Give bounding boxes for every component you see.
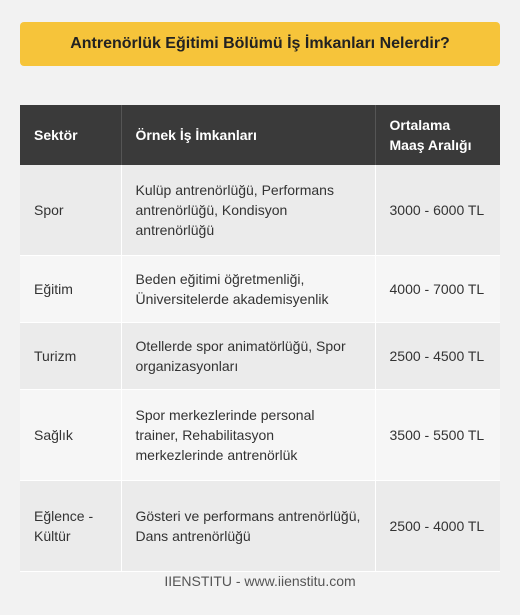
table-row: Eğlence - Kültür Gösteri ve performans a…: [20, 480, 500, 572]
jobs-table: Sektör Örnek İş İmkanları Ortalama Maaş …: [20, 105, 500, 572]
jobs-cell: Otellerde spor animatörlüğü, Spor organi…: [121, 322, 376, 390]
page-title: Antrenörlük Eğitimi Bölümü İş İmkanları …: [20, 22, 500, 66]
salary-cell: 3500 - 5500 TL: [375, 389, 500, 481]
salary-cell: 3000 - 6000 TL: [375, 165, 500, 256]
sector-cell: Turizm: [20, 322, 122, 390]
header-jobs: Örnek İş İmkanları: [121, 105, 376, 165]
table-row: Sağlık Spor merkezlerinde personal train…: [20, 389, 500, 481]
jobs-cell: Spor merkezlerinde personal trainer, Reh…: [121, 389, 376, 481]
table-row: Spor Kulüp antrenörlüğü, Performans antr…: [20, 165, 500, 256]
salary-cell: 4000 - 7000 TL: [375, 255, 500, 323]
header-sector: Sektör: [20, 105, 122, 165]
header-salary: Ortalama Maaş Aralığı: [375, 105, 500, 165]
sector-cell: Sağlık: [20, 389, 122, 481]
sector-cell: Eğlence - Kültür: [20, 480, 122, 572]
table-header-row: Sektör Örnek İş İmkanları Ortalama Maaş …: [20, 105, 500, 165]
footer-credit: IIENSTITU - www.iienstitu.com: [164, 573, 356, 589]
salary-cell: 2500 - 4000 TL: [375, 480, 500, 572]
salary-cell: 2500 - 4500 TL: [375, 322, 500, 390]
jobs-cell: Kulüp antrenörlüğü, Performans antrenörl…: [121, 165, 376, 256]
jobs-cell: Gösteri ve performans antrenörlüğü, Dans…: [121, 480, 376, 572]
table-row: Eğitim Beden eğitimi öğretmenliği, Ünive…: [20, 255, 500, 323]
table-row: Turizm Otellerde spor animatörlüğü, Spor…: [20, 322, 500, 390]
jobs-cell: Beden eğitimi öğretmenliği, Üniversitele…: [121, 255, 376, 323]
sector-cell: Spor: [20, 165, 122, 256]
sector-cell: Eğitim: [20, 255, 122, 323]
